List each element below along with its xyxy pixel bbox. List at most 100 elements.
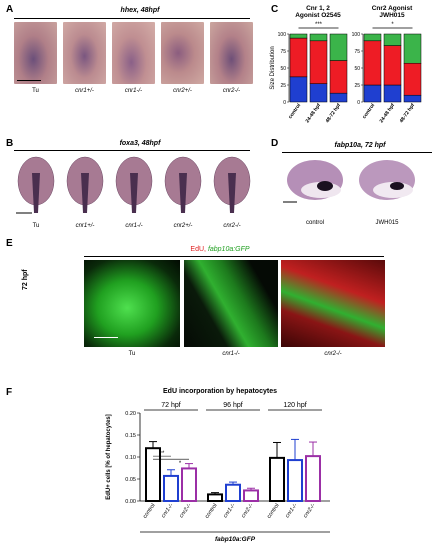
x-tick-label: control	[142, 503, 156, 520]
stacked-bar-segment	[309, 33, 328, 42]
x-tick-label: cnr2-/-	[303, 503, 317, 520]
group-label: 120 hpf	[283, 402, 306, 409]
fabp10a-embryo-control	[283, 160, 343, 203]
stacked-bar-segment	[363, 84, 382, 103]
scale-bar	[17, 80, 41, 81]
y-tick-label: 0	[357, 100, 360, 106]
foxa3-label-cnr2-hom: cnr2-/-	[223, 223, 241, 229]
significance-label: *	[179, 461, 182, 467]
panel-a-letter: A	[6, 4, 14, 15]
stacked-bar-segment	[383, 33, 402, 46]
x-tick-label: 24-48 hpf	[305, 102, 323, 124]
edu-label-tu: Tu	[128, 351, 136, 357]
group-label: 72 hpf	[161, 402, 181, 409]
y-tick-label: 0.00	[125, 499, 136, 505]
stacked-bar-segment	[309, 40, 328, 84]
chart-f-ylabel: EdU+ cells [% of hepatocytes]	[106, 414, 112, 500]
x-tick-label: 24-48 hpf	[379, 102, 397, 124]
x-tick-label: cnr2-/-	[241, 503, 255, 520]
hhex-label-cnr2-hom: cnr2-/-	[222, 88, 241, 94]
y-tick-label: 100	[278, 32, 287, 38]
data-bar	[287, 459, 303, 502]
panel-c-letter: C	[271, 4, 279, 15]
data-bar	[243, 489, 259, 503]
hhex-label-cnr1-het: cnr1+/-	[75, 88, 94, 94]
x-tick-label: cnr1-/-	[161, 503, 175, 520]
hhex-image-cnr1-hom	[112, 22, 155, 84]
stacked-bar-segment	[329, 33, 348, 61]
stacked-bar-segment	[289, 33, 308, 39]
edu-image-tu	[84, 260, 180, 347]
chart-c-title: Agonist O2545	[295, 12, 341, 19]
panel-d-letter: D	[271, 138, 279, 149]
data-bar	[269, 456, 285, 502]
stacked-bar-segment	[403, 62, 422, 96]
significance-label: **	[160, 451, 165, 457]
fabp10a-label-jwh015: JWH015	[375, 220, 399, 226]
significance-label: ***	[315, 22, 323, 28]
stacked-bar-segment	[403, 33, 422, 64]
stacked-bar-segment	[363, 40, 382, 86]
edu-title: EdU,	[190, 246, 206, 253]
stacked-bar-segment	[309, 83, 328, 103]
stacked-bar-segment	[329, 92, 348, 103]
chart-f-title: EdU incorporation by hepatocytes	[163, 388, 277, 395]
y-tick-label: 25	[354, 83, 360, 89]
data-bar	[181, 467, 197, 503]
stacked-bar-segment	[363, 33, 382, 42]
panel-b-images: Tu cnr1+/- cnr1-/- cnr2+/- cnr2-/-	[14, 153, 264, 235]
panel-f-letter: F	[6, 387, 13, 398]
x-tick-label: control	[266, 503, 280, 520]
hhex-image-cnr2-het	[161, 22, 204, 84]
gfp-title: fabp10a:GFP	[207, 246, 250, 253]
stacked-bar-segment	[383, 84, 402, 103]
x-tick-label: control	[287, 102, 302, 120]
significance-label: *	[391, 22, 394, 28]
data-bar	[305, 455, 321, 503]
x-tick-label: 48-72 hpf	[399, 102, 417, 124]
hhex-label-tu: Tu	[32, 88, 39, 94]
chart-f-bottom-label: fabp10a:GFP	[215, 536, 256, 543]
panel-b-letter: B	[6, 138, 14, 149]
stacked-bar-segment	[383, 45, 402, 86]
edu-label-cnr1: cnr1-/-	[222, 351, 240, 357]
data-bar	[145, 447, 161, 502]
edu-label-cnr2: cnr2-/-	[324, 351, 342, 357]
stacked-bar-segment	[289, 37, 308, 78]
panel-b-title: foxa3, 48hpf	[119, 140, 161, 147]
x-tick-label: cnr1-/-	[223, 503, 237, 520]
chart-c-title: Cnr2 Agonist	[372, 5, 413, 12]
x-tick-label: control	[204, 503, 218, 520]
data-bar	[225, 483, 241, 503]
fabp10a-embryo-jwh015	[359, 160, 415, 200]
stacked-bar-segment	[403, 94, 422, 103]
x-tick-label: cnr1-/-	[285, 503, 299, 520]
data-bar	[207, 493, 223, 503]
panel-a-title: hhex, 48hpf	[120, 7, 160, 14]
hhex-label-cnr1-hom: cnr1-/-	[124, 88, 143, 94]
y-tick-label: 75	[280, 49, 286, 55]
foxa3-label-cnr1-hom: cnr1-/-	[125, 223, 143, 229]
x-tick-label: 48-72 hpf	[325, 102, 343, 124]
y-tick-label: 75	[354, 49, 360, 55]
scale-bar	[94, 337, 118, 338]
chart-c-title: JWH015	[379, 12, 405, 19]
y-tick-label: 50	[280, 66, 286, 72]
y-tick-label: 25	[280, 83, 286, 89]
panel-f-chart: EdU incorporation by hepatocytes EdU+ cel…	[106, 388, 330, 543]
panel-b-rule	[14, 150, 250, 151]
foxa3-label-cnr1-het: cnr1+/-	[75, 223, 95, 229]
foxa3-embryos	[16, 156, 251, 214]
panel-d-rule	[282, 152, 432, 153]
group-label: 96 hpf	[223, 402, 243, 409]
edu-image-cnr2	[281, 260, 385, 347]
edu-image-cnr1	[184, 260, 278, 347]
panel-a-rule	[14, 18, 250, 19]
panel-e-title: EdU, fabp10a:GFP	[90, 246, 350, 253]
y-tick-label: 50	[354, 66, 360, 72]
foxa3-label-cnr2-het: cnr2+/-	[173, 223, 193, 229]
fabp10a-embryos	[283, 160, 415, 203]
hhex-image-cnr1-het	[63, 22, 106, 84]
y-tick-label: 0.20	[125, 411, 136, 417]
